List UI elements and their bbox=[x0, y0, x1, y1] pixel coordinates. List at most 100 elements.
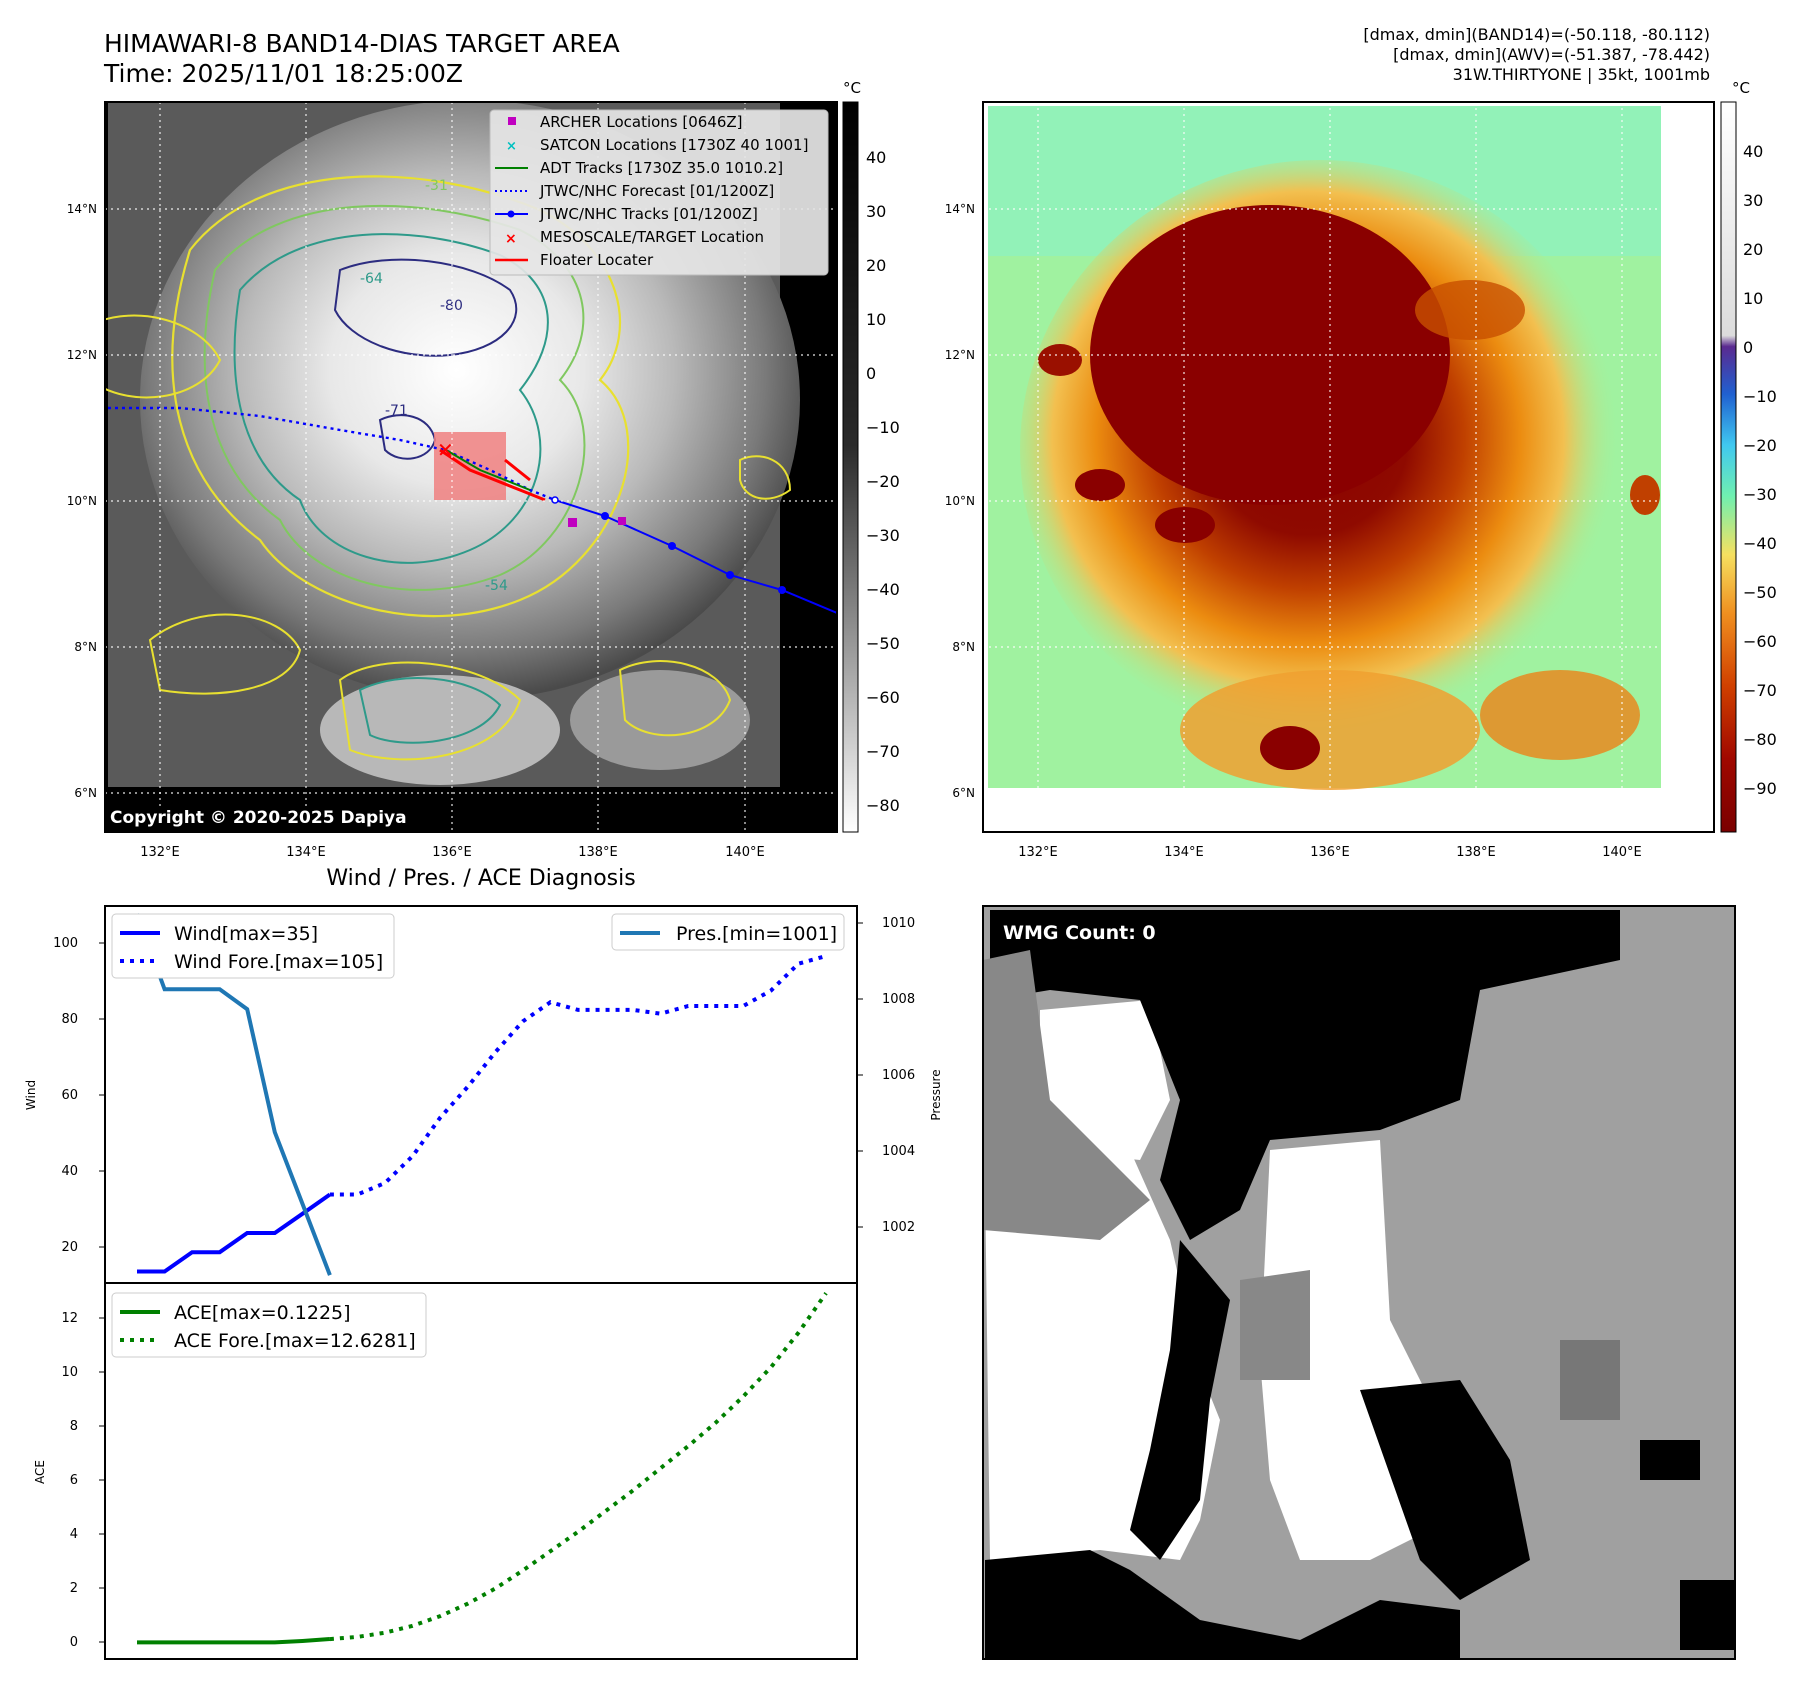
colorbar-tick: 20 bbox=[866, 256, 886, 275]
jtwc-track-point bbox=[726, 571, 734, 579]
colorbar-tick: 10 bbox=[866, 310, 886, 329]
legend-satcon-marker: × bbox=[506, 139, 517, 154]
colorbar-tick: 0 bbox=[866, 364, 876, 383]
mesoscale-target-location: ✕ bbox=[437, 438, 454, 462]
legend-label: MESOSCALE/TARGET Location bbox=[540, 228, 764, 246]
ace-tick: 12 bbox=[61, 1311, 78, 1326]
pressure-axis-label: Pressure bbox=[929, 1069, 943, 1120]
archer-location bbox=[618, 517, 626, 525]
colorbar-tick: −80 bbox=[1743, 730, 1777, 749]
ir-colorbar-unit: °C bbox=[843, 79, 861, 97]
jtwc-forecast-track bbox=[108, 406, 556, 502]
colorbar-tick: −30 bbox=[1743, 485, 1777, 504]
lat-tick: 8°N bbox=[74, 640, 97, 654]
legend-target-marker: × bbox=[505, 231, 517, 247]
lon-tick: 134°E bbox=[286, 845, 326, 860]
colorbar-tick: −20 bbox=[866, 472, 900, 491]
lon-tick: 134°E bbox=[1164, 845, 1204, 860]
lat-tick: 8°N bbox=[952, 640, 975, 654]
ir-lat-ticks: 14°N 12°N 10°N 8°N 6°N bbox=[67, 202, 97, 800]
awv-gridlines bbox=[983, 102, 1714, 832]
colorbar-tick: −90 bbox=[1743, 779, 1777, 798]
wind-tick: 80 bbox=[61, 1012, 78, 1027]
colorbar-tick: −50 bbox=[866, 634, 900, 653]
pressure-tick: 1002 bbox=[882, 1220, 915, 1235]
lat-tick: 6°N bbox=[952, 786, 975, 800]
series-line-0 bbox=[137, 1192, 332, 1274]
legend-track-marker bbox=[507, 210, 515, 218]
ace-tick: 8 bbox=[70, 1419, 78, 1434]
colorbar-tick: −10 bbox=[1743, 387, 1777, 406]
wind-axis-label: Wind bbox=[24, 1080, 38, 1110]
wind-tick: 20 bbox=[61, 1240, 78, 1255]
awv-colorbar-ticks: 40 30 20 10 0 −10 −20 −30 −40 −50 −60 −7… bbox=[1743, 142, 1777, 798]
legend-label: Wind[max=35] bbox=[174, 923, 318, 945]
wind-pres-marks bbox=[135, 913, 827, 1276]
lon-tick: 132°E bbox=[140, 845, 180, 860]
legend-label: Pres.[min=1001] bbox=[676, 923, 837, 945]
awv-map-panel bbox=[983, 102, 1714, 832]
lon-tick: 140°E bbox=[1602, 845, 1642, 860]
info-line-2: [dmax, dmin](AWV)=(-51.387, -78.442) bbox=[1393, 45, 1710, 64]
wind-legend: Wind[max=35] Wind Fore.[max=105] bbox=[111, 913, 395, 979]
lat-tick: 14°N bbox=[945, 202, 975, 216]
diag-title: Wind / Pres. / ACE Diagnosis bbox=[326, 866, 635, 891]
colorbar-tick: −50 bbox=[1743, 583, 1777, 602]
floater-locater bbox=[504, 458, 531, 482]
lon-tick: 136°E bbox=[432, 845, 472, 860]
wind-tick: 100 bbox=[53, 936, 78, 951]
awv-lon-ticks: 132°E 134°E 136°E 138°E 140°E bbox=[1018, 845, 1642, 860]
legend-label: JTWC/NHC Tracks [01/1200Z] bbox=[539, 205, 758, 223]
awv-colorbar bbox=[1720, 101, 1737, 833]
colorbar-tick: −30 bbox=[866, 526, 900, 545]
legend-label: ACE Fore.[max=12.6281] bbox=[174, 1330, 416, 1352]
awv-lat-ticks: 14°N 12°N 10°N 8°N 6°N bbox=[945, 202, 975, 800]
pressure-ticks: 1010 1008 1006 1004 1002 bbox=[882, 916, 915, 1235]
colorbar-tick: 30 bbox=[1743, 191, 1763, 210]
floater-locater bbox=[439, 448, 546, 502]
ace-tick: 6 bbox=[70, 1473, 78, 1488]
ir-lon-ticks: 132°E 134°E 136°E 138°E 140°E bbox=[140, 845, 765, 860]
wind-tick: 40 bbox=[61, 1164, 78, 1179]
legend-label: Floater Locater bbox=[540, 251, 654, 269]
wind-pres-panel: Wind Pressure 100 80 60 40 20 1010 1008 … bbox=[24, 905, 943, 1284]
lon-tick: 132°E bbox=[1018, 845, 1058, 860]
colorbar-tick: −60 bbox=[866, 688, 900, 707]
legend-label: ADT Tracks [1730Z 35.0 1010.2] bbox=[540, 159, 783, 177]
wind-tick: 60 bbox=[61, 1088, 78, 1103]
lat-tick: 10°N bbox=[945, 494, 975, 508]
colorbar-tick: −40 bbox=[866, 580, 900, 599]
colorbar-tick: −20 bbox=[1743, 436, 1777, 455]
info-line-1: [dmax, dmin](BAND14)=(-50.118, -80.112) bbox=[1363, 25, 1710, 44]
copyright-label: Copyright © 2020-2025 Dapiya bbox=[104, 806, 413, 830]
colorbar-tick: 0 bbox=[1743, 338, 1753, 357]
contour-label: -54 bbox=[485, 578, 508, 594]
wmg-count-badge: WMG Count: 0 bbox=[995, 919, 1164, 949]
ace-tick: 2 bbox=[70, 1581, 78, 1596]
ace-marks bbox=[137, 1292, 828, 1645]
ace-axis-label: ACE bbox=[33, 1460, 47, 1484]
colorbar-tick: 20 bbox=[1743, 240, 1763, 259]
pressure-tick: 1006 bbox=[882, 1068, 915, 1083]
ir-colorbar-ticks: 40 30 20 10 0 −10 −20 −30 −40 −50 −60 −7… bbox=[866, 148, 900, 815]
lon-tick: 136°E bbox=[1310, 845, 1350, 860]
info-line-3: 31W.THIRTYONE | 35kt, 1001mb bbox=[1453, 65, 1710, 84]
contour-label: -71 bbox=[385, 403, 408, 419]
colorbar-tick: −70 bbox=[1743, 681, 1777, 700]
archer-location bbox=[568, 518, 577, 527]
lon-tick: 140°E bbox=[725, 845, 765, 860]
map-legend: ARCHER Locations [0646Z] × SATCON Locati… bbox=[489, 109, 829, 276]
figure-title: HIMAWARI-8 BAND14-DIAS TARGET AREA bbox=[104, 29, 620, 58]
ace-legend: ACE[max=0.1225] ACE Fore.[max=12.6281] bbox=[111, 1292, 427, 1358]
mesoscale-target-box bbox=[434, 432, 506, 500]
wind-ticks: 100 80 60 40 20 bbox=[53, 936, 78, 1255]
colorbar-tick: −70 bbox=[866, 742, 900, 761]
colorbar-tick: −10 bbox=[866, 418, 900, 437]
jtwc-track-point bbox=[778, 586, 786, 594]
pressure-tick: 1004 bbox=[882, 1144, 915, 1159]
colorbar-tick: −80 bbox=[866, 796, 900, 815]
colorbar-tick: −60 bbox=[1743, 632, 1777, 651]
colorbar-tick: 30 bbox=[866, 202, 886, 221]
colorbar-tick: 40 bbox=[1743, 142, 1763, 161]
